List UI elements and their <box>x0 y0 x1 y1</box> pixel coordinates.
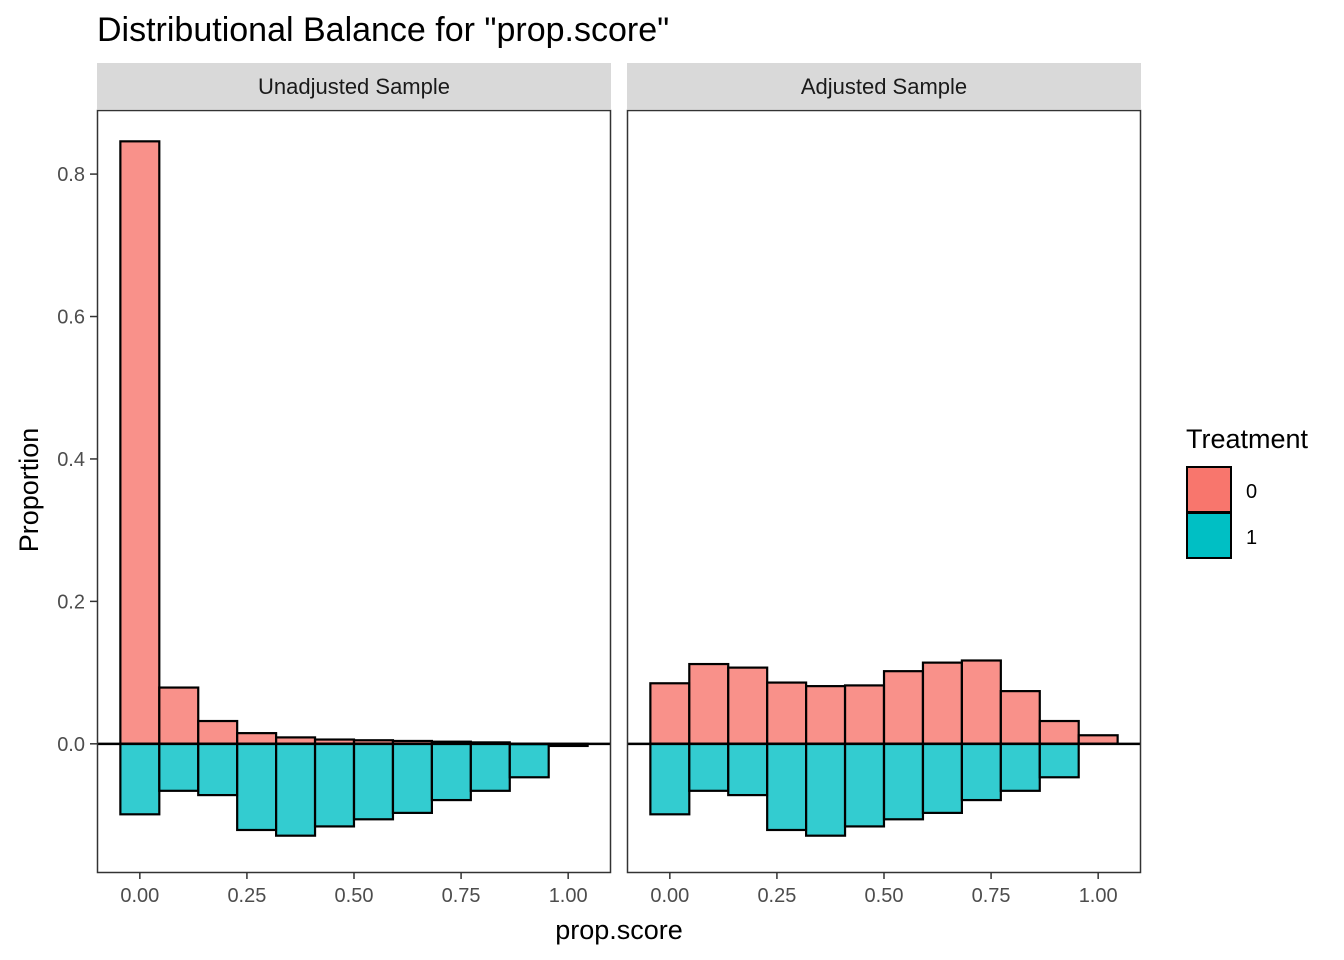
bar-treatment-1-bin-3 <box>236 742 278 832</box>
x-tick-label: 0.25 <box>227 885 266 907</box>
bar-treatment-1-bin-8 <box>430 742 472 802</box>
strip-label-adjusted: Adjusted Sample <box>801 74 967 99</box>
y-axis: 0.0 0.2 0.4 0.6 0.8 <box>57 164 97 756</box>
legend-label-0: 0 <box>1246 481 1257 503</box>
strip-label-unadjusted: Unadjusted Sample <box>258 74 450 99</box>
y-tick-label: 0.2 <box>57 591 85 613</box>
strip-background <box>627 63 1141 109</box>
bars-layer <box>119 140 589 837</box>
x-tick-label: 0.50 <box>335 885 374 907</box>
bar-treatment-0-bin-3 <box>236 732 278 745</box>
x-tick-label: 1.00 <box>1079 885 1118 907</box>
bar-treatment-0-bin-11 <box>1077 734 1119 745</box>
x-tick-label: 0.50 <box>865 885 904 907</box>
panel-unadjusted-sample: Unadjusted Sample 0.00.20.40.60.8 0.00 0.… <box>57 63 612 907</box>
x-axis: 0.00 0.25 0.50 0.75 1.00 <box>120 872 588 907</box>
bar-treatment-1-bin-4 <box>275 742 317 837</box>
panel-adjusted-sample: Adjusted Sample 0.00 0.25 0.50 0.75 1.00 <box>626 63 1142 907</box>
x-axis: 0.00 0.25 0.50 0.75 1.00 <box>650 872 1118 907</box>
bar-treatment-1-bin-0 <box>119 742 161 816</box>
y-tick-label: 0.0 <box>57 734 85 756</box>
bar-treatment-1-bin-9 <box>469 742 511 792</box>
legend-key-1 <box>1186 512 1232 559</box>
y-axis-title: Proportion <box>14 428 44 553</box>
bar-treatment-1-bin-8 <box>960 742 1002 802</box>
bar-treatment-1-bin-7 <box>921 742 963 814</box>
bar-treatment-1-bin-5 <box>313 742 356 828</box>
bar-treatment-1-bin-6 <box>882 742 925 821</box>
bar-treatment-0-bin-0 <box>119 140 161 745</box>
bar-treatment-1-bin-10 <box>1038 742 1080 779</box>
legend-key-0 <box>1186 466 1232 513</box>
bar-treatment-1-bin-1 <box>158 742 200 792</box>
bar-treatment-1-bin-2 <box>727 742 769 797</box>
legend-title: Treatment <box>1186 424 1309 454</box>
bar-treatment-1-bin-4 <box>805 742 847 837</box>
x-tick-label: 1.00 <box>549 885 588 907</box>
strip-background <box>97 63 611 109</box>
bars-layer <box>649 659 1119 837</box>
x-tick-label: 0.00 <box>120 885 159 907</box>
bar-treatment-0-bin-6 <box>882 670 925 745</box>
bar-treatment-1-bin-0 <box>649 742 691 816</box>
bar-treatment-0-bin-1 <box>688 662 730 745</box>
y-tick-label: 0.6 <box>57 307 85 329</box>
legend: Treatment 0 1 <box>1186 424 1309 559</box>
bar-treatment-0-bin-4 <box>805 685 847 745</box>
bar-treatment-0-bin-2 <box>197 719 239 745</box>
bar-treatment-0-bin-1 <box>158 686 200 745</box>
bar-treatment-1-bin-9 <box>999 742 1041 792</box>
y-tick-label: 0.4 <box>57 449 85 471</box>
bar-treatment-0-bin-3 <box>766 681 808 745</box>
bar-treatment-0-bin-8 <box>960 659 1002 745</box>
bar-treatment-0-bin-0 <box>649 682 691 745</box>
bar-treatment-1-bin-6 <box>352 742 395 821</box>
x-tick-label: 0.75 <box>442 885 481 907</box>
bar-treatment-0-bin-9 <box>999 690 1041 745</box>
x-tick-label: 0.25 <box>757 885 796 907</box>
bar-treatment-0-bin-10 <box>1038 719 1080 745</box>
bar-treatment-1-bin-10 <box>508 742 550 779</box>
bar-treatment-1-bin-1 <box>688 742 730 792</box>
bar-treatment-0-bin-2 <box>727 666 769 745</box>
x-tick-label: 0.00 <box>650 885 689 907</box>
bar-treatment-1-bin-3 <box>766 742 808 832</box>
bar-treatment-0-bin-7 <box>921 661 963 745</box>
bar-treatment-0-bin-5 <box>843 684 886 745</box>
bar-treatment-1-bin-2 <box>197 742 239 797</box>
chart-title: Distributional Balance for "prop.score" <box>97 11 669 49</box>
legend-label-1: 1 <box>1246 527 1257 549</box>
y-tick-label: 0.8 <box>57 164 85 186</box>
x-axis-title: prop.score <box>555 915 683 945</box>
bar-treatment-1-bin-5 <box>843 742 886 828</box>
x-tick-label: 0.75 <box>972 885 1011 907</box>
bar-treatment-1-bin-7 <box>391 742 433 814</box>
